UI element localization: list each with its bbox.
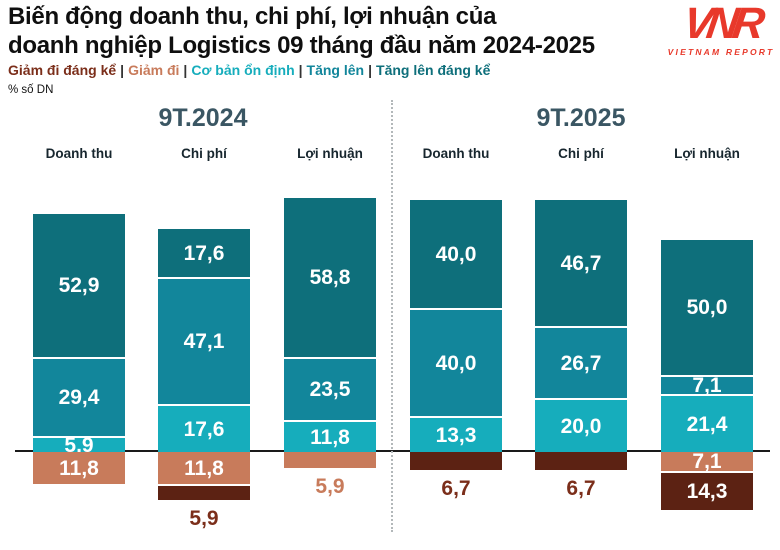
value-label: 46,7 (560, 251, 602, 275)
stacked-bar-9t2024-3: Lợi nhuận 58,8 23,5 11,8 5,9 (284, 0, 376, 550)
bar-segment-tang_len: 47,1 (158, 277, 250, 404)
stacked-bar-9t2025-1: Doanh thu 40,0 40,0 13,3 6,7 (410, 0, 502, 550)
value-label: 13,3 (435, 423, 477, 447)
bar-segment-co_ban_on_dinh: 17,6 (158, 404, 250, 452)
value-label: 50,0 (686, 296, 728, 319)
value-label: 11,8 (59, 456, 99, 480)
chart-title: Biến động doanh thu, chi phí, lợi nhuận … (8, 2, 595, 60)
bar-segment-tang_len_dang_ke: 46,7 (535, 200, 627, 326)
value-label: 17,6 (183, 241, 225, 265)
group-header-9t2025: 9T.2025 (536, 104, 626, 132)
stack-above-baseline: 46,7 26,7 20,0 (535, 200, 627, 452)
chart-title-line2: doanh nghiệp Logistics 09 tháng đầu năm … (8, 32, 595, 59)
bar-segment-tang_len: 7,1 (661, 374, 753, 397)
bar-segment-giam_di_dang_ke (158, 484, 250, 500)
bar-segment-tang_len_dang_ke: 50,0 (661, 240, 753, 375)
bar-segment-tang_len: 23,5 (284, 357, 376, 420)
legend-item-tang_len_dang_ke: Tăng lên đáng kể (376, 62, 491, 78)
category-label: Chi phí (181, 146, 227, 161)
bar-segment-giam_di: 11,8 (158, 452, 250, 484)
vnr-logo-name: VIETNAM REPORT (667, 47, 775, 57)
stack-above-baseline: 58,8 23,5 11,8 (284, 198, 376, 452)
bar-segment-co_ban_on_dinh: 13,3 (410, 416, 502, 452)
bar-segment-co_ban_on_dinh: 20,0 (535, 398, 627, 452)
bar-segment-tang_len_dang_ke: 40,0 (410, 200, 502, 308)
value-label: 11,8 (310, 425, 350, 449)
value-label: 29,4 (58, 386, 100, 409)
category-label: Lợi nhuận (297, 146, 363, 161)
legend-separator: | (120, 62, 125, 78)
value-label-outside: 6,7 (441, 477, 471, 500)
category-label: Doanh thu (45, 146, 113, 161)
bar-segment-tang_len_dang_ke: 17,6 (158, 229, 250, 277)
value-label: 7,1 (692, 374, 722, 397)
stack-below-baseline: 7,1 14,3 (661, 450, 753, 510)
value-label: 11,8 (184, 456, 224, 480)
bar-segment-giam_di_dang_ke (410, 452, 502, 470)
legend-item-giam_di_dang_ke: Giảm đi đáng kể (8, 62, 117, 78)
category-label: Chi phí (558, 146, 604, 161)
legend-item-co_ban_on_dinh: Cơ bản ổn định (191, 62, 295, 78)
chart-title-line1: Biến động doanh thu, chi phí, lợi nhuận … (8, 3, 497, 30)
stack-below-baseline (410, 452, 502, 470)
vietnam-report-logo: VNR VIETNAM REPORT (665, 0, 777, 57)
bar-segment-co_ban_on_dinh: 5,9 (33, 435, 125, 456)
value-label-outside: 5,9 (189, 507, 219, 530)
legend-separator: | (298, 62, 303, 78)
legend-separator: | (183, 62, 188, 78)
bar-segment-co_ban_on_dinh: 11,8 (284, 420, 376, 452)
value-label: 26,7 (560, 351, 602, 375)
stack-below-baseline: 11,8 (158, 452, 250, 500)
bar-segment-giam_di (284, 452, 376, 468)
bar-segment-co_ban_on_dinh: 21,4 (661, 394, 753, 452)
stacked-bar-9t2024-2: Chi phí 17,6 47,1 17,6 11,8 5,9 (158, 0, 250, 550)
group-divider-line (391, 100, 393, 532)
legend-item-tang_len: Tăng lên (306, 62, 365, 78)
stacked-bar-9t2025-3: Lợi nhuận 50,0 7,1 21,4 7,1 14,3 (661, 0, 753, 550)
bar-segment-giam_di_dang_ke (535, 452, 627, 470)
value-label-outside: 5,9 (315, 475, 345, 498)
stack-below-baseline (535, 452, 627, 470)
bar-segment-tang_len_dang_ke: 52,9 (33, 214, 125, 357)
category-label: Lợi nhuận (674, 146, 740, 161)
value-label: 52,9 (58, 274, 100, 297)
stack-below-baseline (284, 452, 376, 468)
chart-legend: Giảm đi đáng kể | Giảm đi | Cơ bản ổn định | T… (8, 62, 490, 78)
stack-above-baseline: 40,0 40,0 13,3 (410, 200, 502, 452)
bar-segment-tang_len_dang_ke: 58,8 (284, 198, 376, 357)
value-label: 21,4 (686, 412, 728, 436)
bar-segment-tang_len: 26,7 (535, 326, 627, 398)
value-label: 23,5 (309, 378, 351, 401)
value-label: 47,1 (183, 330, 225, 353)
group-header-9t2024: 9T.2024 (158, 104, 248, 132)
value-label: 20,0 (560, 414, 602, 438)
bar-segment-giam_di: 11,8 (33, 452, 125, 484)
stack-above-baseline: 50,0 7,1 21,4 (661, 240, 753, 452)
bar-segment-giam_di: 7,1 (661, 450, 753, 473)
stack-below-baseline: 11,8 (33, 452, 125, 484)
category-label: Doanh thu (422, 146, 490, 161)
unit-label: % số DN (8, 84, 54, 96)
bar-segment-giam_di_dang_ke: 14,3 (661, 471, 753, 510)
bar-segment-tang_len: 40,0 (410, 308, 502, 416)
value-label: 58,8 (309, 266, 351, 289)
legend-item-giam_di: Giảm đi (128, 62, 180, 78)
value-label: 14,3 (686, 480, 728, 503)
stacked-bar-9t2025-2: Chi phí 46,7 26,7 20,0 6,7 (535, 0, 627, 550)
value-label-outside: 6,7 (566, 477, 596, 500)
value-label: 5,9 (64, 433, 94, 457)
legend-separator: | (368, 62, 373, 78)
value-label: 7,1 (692, 450, 722, 473)
stack-above-baseline: 52,9 29,4 5,9 (33, 214, 125, 456)
value-label: 40,0 (435, 242, 477, 266)
stack-above-baseline: 17,6 47,1 17,6 (158, 229, 250, 452)
bar-segment-tang_len: 29,4 (33, 357, 125, 436)
value-label: 40,0 (435, 351, 477, 375)
stacked-bar-9t2024-1: Doanh thu 52,9 29,4 5,9 11,8 (33, 0, 125, 550)
value-label: 17,6 (183, 417, 225, 441)
